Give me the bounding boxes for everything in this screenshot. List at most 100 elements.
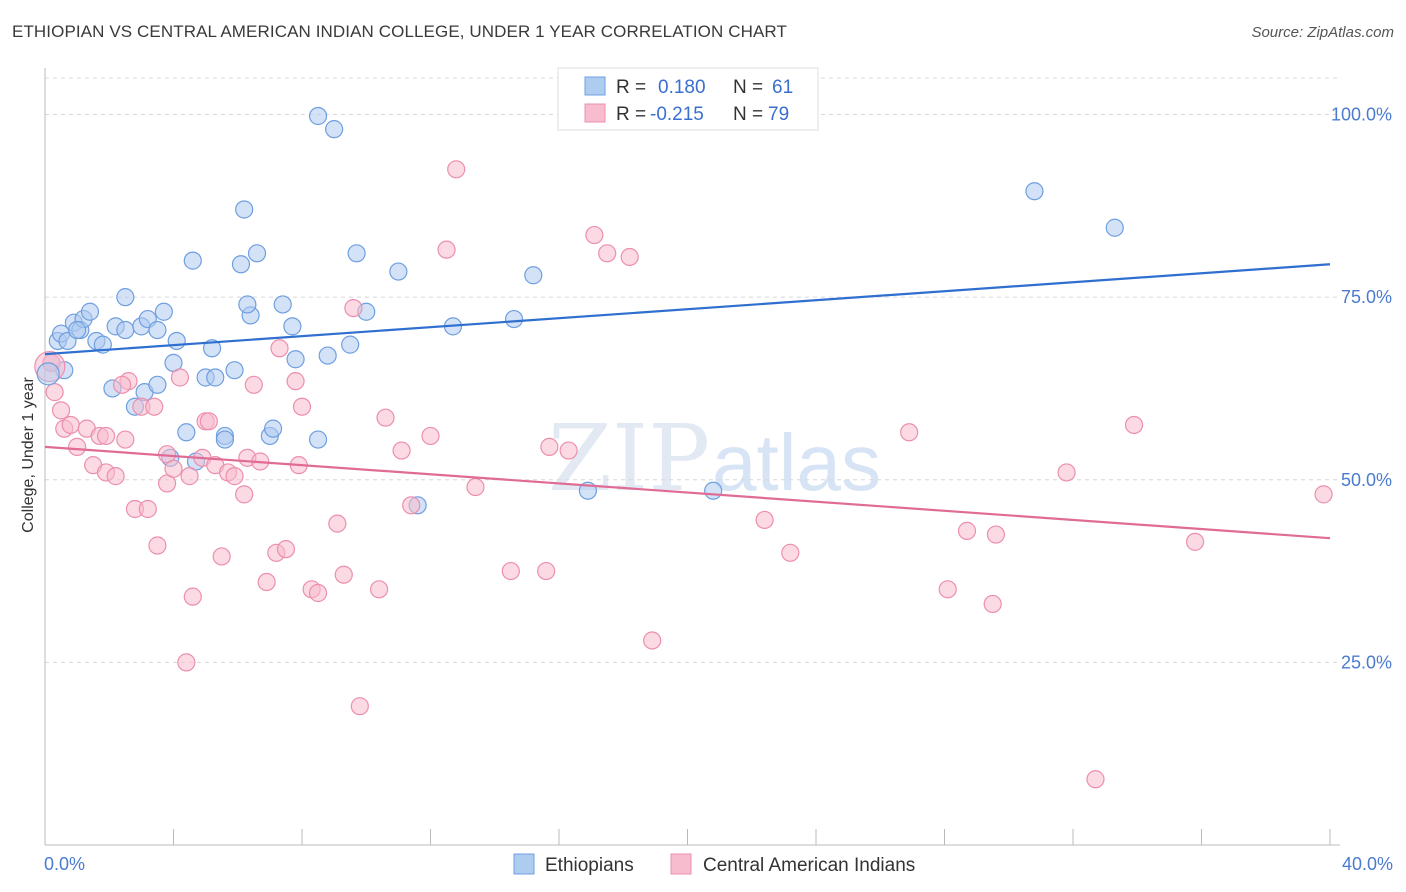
central-american-indian-point <box>598 244 617 263</box>
ethiopian-point <box>225 361 244 380</box>
central-american-indian-point <box>270 339 289 358</box>
central-american-indian-point <box>900 423 919 442</box>
trend-lines <box>44 263 1331 540</box>
ethiopian-point <box>116 288 135 307</box>
ethiopian-point <box>273 295 292 314</box>
central-american-indian-point <box>983 594 1002 614</box>
ethiopian-point <box>215 430 234 449</box>
ethiopian-point <box>154 302 173 321</box>
stats-n-value-2: 79 <box>768 104 789 125</box>
central-american-indian-point <box>1057 463 1076 482</box>
ethiopian-point <box>148 375 167 394</box>
central-american-indian-point <box>45 383 64 402</box>
central-american-indian-point <box>501 561 520 581</box>
ethiopian-point <box>504 309 524 329</box>
ethiopian-point <box>247 244 267 263</box>
central-american-indian-point <box>986 525 1006 544</box>
central-american-indian-point <box>257 572 276 592</box>
y-tick-label: 50.0% <box>1341 470 1392 490</box>
y-tick-label: 100.0% <box>1331 105 1392 125</box>
ethiopian-point <box>286 350 305 369</box>
ethiopians-trend-line <box>44 263 1331 356</box>
stats-r-value-2: -0.215 <box>650 104 704 125</box>
legend-label-central-american-indians: Central American Indians <box>703 855 915 876</box>
central-american-indian-point <box>1185 532 1205 551</box>
ethiopian-point <box>347 244 366 263</box>
stats-legend-swatch-central-american-indians <box>584 103 606 123</box>
ethiopian-point <box>177 423 196 442</box>
ethiopian-point <box>389 262 408 281</box>
central-american-indian-point <box>170 368 190 387</box>
chart-title: ETHIOPIAN VS CENTRAL AMERICAN INDIAN COL… <box>12 22 787 41</box>
ethiopian-point <box>283 317 302 336</box>
central-american-indian-point <box>276 540 296 559</box>
ethiopian-point <box>231 255 251 274</box>
ethiopian-point <box>235 200 254 219</box>
watermark-atlas: atlas <box>712 418 881 507</box>
stats-n-value-1: 61 <box>772 77 793 98</box>
central-american-indian-point <box>447 160 466 179</box>
ethiopian-point <box>308 430 328 449</box>
central-american-indian-point <box>308 583 328 603</box>
ethiopian-point <box>318 346 337 365</box>
central-american-indian-point <box>392 441 411 460</box>
central-american-indian-point <box>466 477 485 497</box>
ethiopian-point <box>183 251 202 270</box>
central-american-indian-point <box>180 467 199 486</box>
central-american-indian-point <box>559 441 578 460</box>
stats-legend-swatch-ethiopians <box>584 76 606 96</box>
central-american-indian-point <box>116 430 135 449</box>
x-tick-label-min: 0.0% <box>44 854 85 874</box>
stats-r-label-2: R = <box>616 104 646 125</box>
central-american-indian-point <box>1314 485 1333 504</box>
central-american-indian-point <box>212 547 231 566</box>
central-american-indian-point <box>938 580 957 599</box>
ethiopian-point <box>68 320 87 340</box>
central-american-indian-point <box>138 499 157 519</box>
central-american-indian-point <box>344 299 363 318</box>
legend-swatch-ethiopians <box>513 853 535 875</box>
central-american-indian-point <box>106 467 125 486</box>
ethiopian-point <box>1025 182 1044 201</box>
central-american-indian-point <box>350 697 369 716</box>
central-american-indian-point <box>225 467 244 486</box>
central-american-indian-point <box>537 561 556 581</box>
ethiopian-point <box>1105 218 1124 237</box>
central-american-indian-point <box>437 240 456 259</box>
central-american-indian-point <box>177 653 196 672</box>
ethiopian-point <box>202 339 222 358</box>
ethiopian-point <box>167 331 186 351</box>
ethiopian-point <box>341 335 360 354</box>
ethiopian-point <box>704 481 723 500</box>
stats-n-label-2: N = <box>733 104 763 125</box>
axes: 25.0% 50.0% 75.0% 100.0% 0.0% 40.0% <box>44 68 1393 874</box>
central-american-indian-point <box>145 397 164 416</box>
ethiopian-point <box>148 320 167 340</box>
central-american-indian-point <box>376 408 395 427</box>
ethiopian-point <box>116 320 135 340</box>
ethiopian-point <box>206 368 225 387</box>
central-american-indian-point <box>51 401 71 420</box>
central-american-indian-point <box>402 496 421 515</box>
stats-n-label-1: N = <box>733 77 763 98</box>
y-axis-title: College, Under 1 year <box>20 377 37 533</box>
central-american-indian-point <box>164 459 183 478</box>
central-american-indian-point <box>244 375 263 394</box>
central-american-indian-point <box>292 397 312 416</box>
central-american-indian-point <box>643 631 662 650</box>
central-american-indian-point <box>755 510 774 530</box>
central-american-indian-point <box>286 372 305 391</box>
central-american-indian-point <box>61 415 80 435</box>
central-american-indian-point <box>1086 770 1105 789</box>
central-american-indian-point <box>370 580 389 599</box>
source-label: Source: ZipAtlas.com <box>1251 24 1394 41</box>
data-points <box>34 106 1333 789</box>
x-tick-label-max: 40.0% <box>1342 854 1393 874</box>
central-american-indian-point <box>148 536 167 555</box>
legend-label-ethiopians: Ethiopians <box>545 855 634 876</box>
stats-legend: R = 0.180 N = 61 R = -0.215 N = 79 <box>557 67 819 131</box>
central-american-indian-point <box>620 247 639 267</box>
ethiopian-point-large <box>36 362 60 386</box>
central-american-indian-point <box>421 426 440 446</box>
